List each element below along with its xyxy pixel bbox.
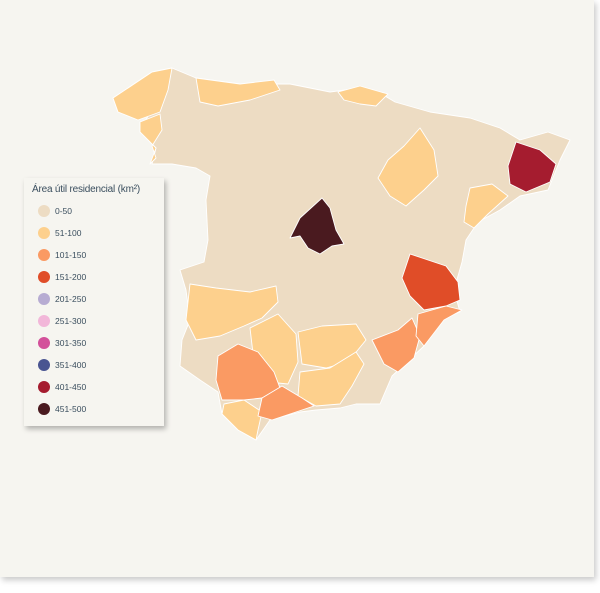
legend-swatch xyxy=(38,227,50,239)
region-asturias xyxy=(195,77,281,107)
legend-swatch xyxy=(38,205,50,217)
legend-swatch xyxy=(38,403,50,415)
region-murcia xyxy=(371,317,421,373)
region-pontevedra xyxy=(139,113,163,165)
region-valencia xyxy=(401,253,461,311)
legend-label: 151-200 xyxy=(55,272,87,282)
legend-swatch xyxy=(38,359,50,371)
legend-swatch xyxy=(38,337,50,349)
legend-label: 101-150 xyxy=(55,250,87,260)
region-madrid xyxy=(289,197,345,255)
legend-item: 451-500 xyxy=(38,402,86,416)
legend-label: 451-500 xyxy=(55,404,87,414)
legend-label: 0-50 xyxy=(55,206,73,216)
legend-label: 51-100 xyxy=(55,228,82,238)
region-a-coruna xyxy=(112,67,173,121)
region-malaga xyxy=(257,385,315,421)
legend-item: 0-50 xyxy=(38,204,72,218)
legend-label: 401-450 xyxy=(55,382,87,392)
legend-label: 251-300 xyxy=(55,316,87,326)
region-bizkaia xyxy=(337,85,389,107)
legend: Área útil residencial (km²) 0-50 51-100 10… xyxy=(24,178,164,426)
legend-label: 301-350 xyxy=(55,338,87,348)
legend-label: 351-400 xyxy=(55,360,87,370)
legend-swatch xyxy=(38,381,50,393)
legend-item: 301-350 xyxy=(38,336,86,350)
region-tarragona xyxy=(463,183,509,229)
legend-item: 151-200 xyxy=(38,270,86,284)
legend-swatch xyxy=(38,293,50,305)
legend-item: 101-150 xyxy=(38,248,86,262)
region-barcelona xyxy=(507,141,557,193)
legend-item: 201-250 xyxy=(38,292,86,306)
region-cadiz xyxy=(221,399,263,441)
spain-province-map xyxy=(112,67,571,441)
legend-item: 251-300 xyxy=(38,314,86,328)
legend-swatch xyxy=(38,315,50,327)
legend-swatch xyxy=(38,249,50,261)
legend-label: 201-250 xyxy=(55,294,87,304)
legend-item: 401-450 xyxy=(38,380,86,394)
spain-base-region xyxy=(112,67,571,441)
legend-swatch xyxy=(38,271,50,283)
region-zaragoza xyxy=(377,127,439,207)
map-frame: Área útil residencial (km²) 0-50 51-100 10… xyxy=(0,0,594,577)
legend-title: Área útil residencial (km²) xyxy=(32,184,140,195)
region-badajoz xyxy=(185,283,279,341)
legend-item: 351-400 xyxy=(38,358,86,372)
legend-item: 51-100 xyxy=(38,226,81,240)
